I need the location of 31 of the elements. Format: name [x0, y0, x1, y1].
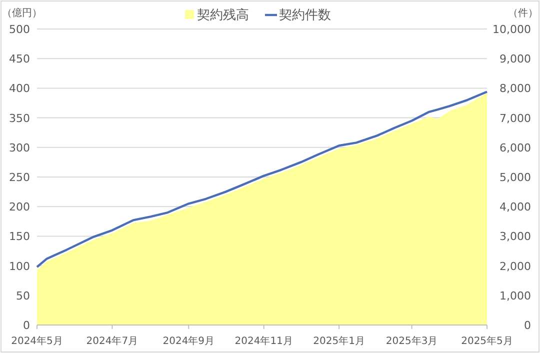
y2-tick-label: 4,000 [500, 200, 531, 214]
y-tick-label: 400 [9, 82, 30, 96]
x-tick-label: 2025年5月 [461, 335, 513, 347]
y2-tick-label: 7,000 [500, 112, 531, 125]
y-tick-label: 450 [9, 52, 30, 66]
y-tick-label: 350 [9, 112, 30, 125]
y-tick-label: 100 [9, 260, 30, 273]
y-tick-label: 300 [9, 141, 30, 154]
y-tick-label: 0 [23, 319, 30, 332]
x-tick-label: 2025年1月 [313, 335, 365, 347]
x-tick-label: 2024年5月 [11, 335, 63, 347]
y2-axis-title: （件） [508, 8, 538, 19]
y2-tick-label: 1,000 [500, 289, 531, 302]
x-tick-label: 2025年3月 [386, 335, 438, 347]
y-tick-label: 250 [9, 171, 30, 184]
y-tick-label: 500 [9, 23, 30, 36]
y2-tick-label: 10,000 [492, 23, 531, 36]
y2-tick-label: 6,000 [500, 141, 531, 154]
y-tick-label: 200 [9, 200, 30, 214]
y-tick-label: 150 [9, 230, 30, 244]
x-tick-label: 2024年11月 [234, 335, 293, 347]
y2-tick-label: 2,000 [500, 260, 531, 273]
y-tick-label: 50 [16, 289, 30, 302]
y2-tick-label: 5,000 [500, 171, 531, 184]
y2-tick-label: 9,000 [500, 52, 531, 66]
y2-tick-label: 3,000 [500, 230, 531, 244]
y2-tick-label: 8,000 [500, 82, 531, 96]
x-tick-label: 2024年9月 [162, 335, 215, 347]
x-tick-label: 2024年7月 [86, 335, 138, 347]
y-axis-title: （億円） [2, 7, 42, 19]
y2-tick-label: 0 [524, 319, 531, 332]
